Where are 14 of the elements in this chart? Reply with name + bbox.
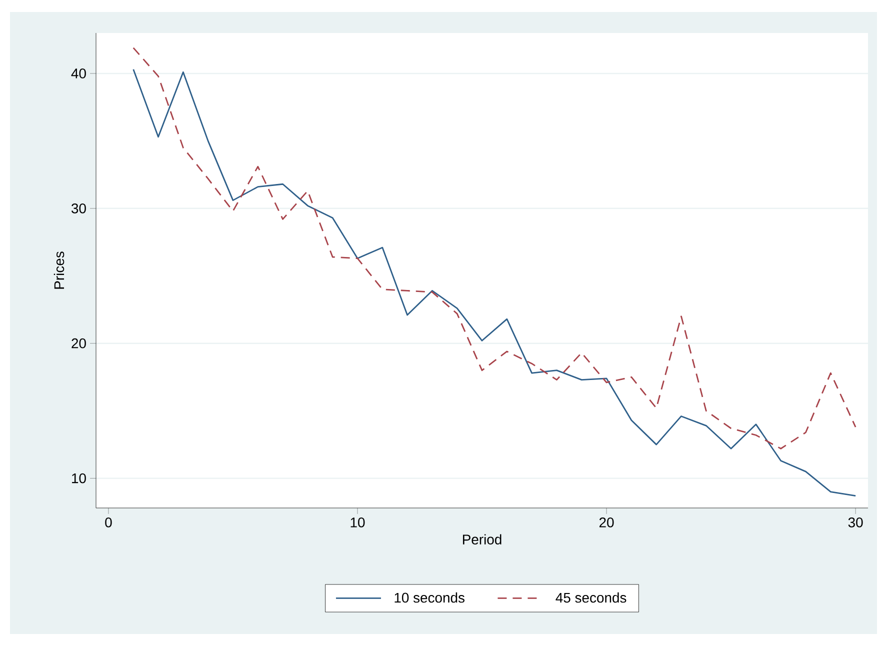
y-tick-label: 20 <box>72 338 86 348</box>
x-tick-label: 0 <box>105 517 112 528</box>
legend-label: 45 seconds <box>556 592 626 603</box>
legend-label: 10 seconds <box>394 592 464 603</box>
x-tick-label: 30 <box>848 517 863 528</box>
y-tick-label: 10 <box>72 473 86 484</box>
y-tick-label: 40 <box>71 68 86 78</box>
line-series <box>132 47 856 450</box>
x-axis-title: Period <box>462 534 502 544</box>
y-tick-label: 30 <box>72 203 86 214</box>
x-tick-label: 20 <box>599 517 614 528</box>
x-tick-label: 10 <box>350 517 365 528</box>
y-axis-title: Prices <box>54 252 64 289</box>
line-series <box>132 68 856 497</box>
